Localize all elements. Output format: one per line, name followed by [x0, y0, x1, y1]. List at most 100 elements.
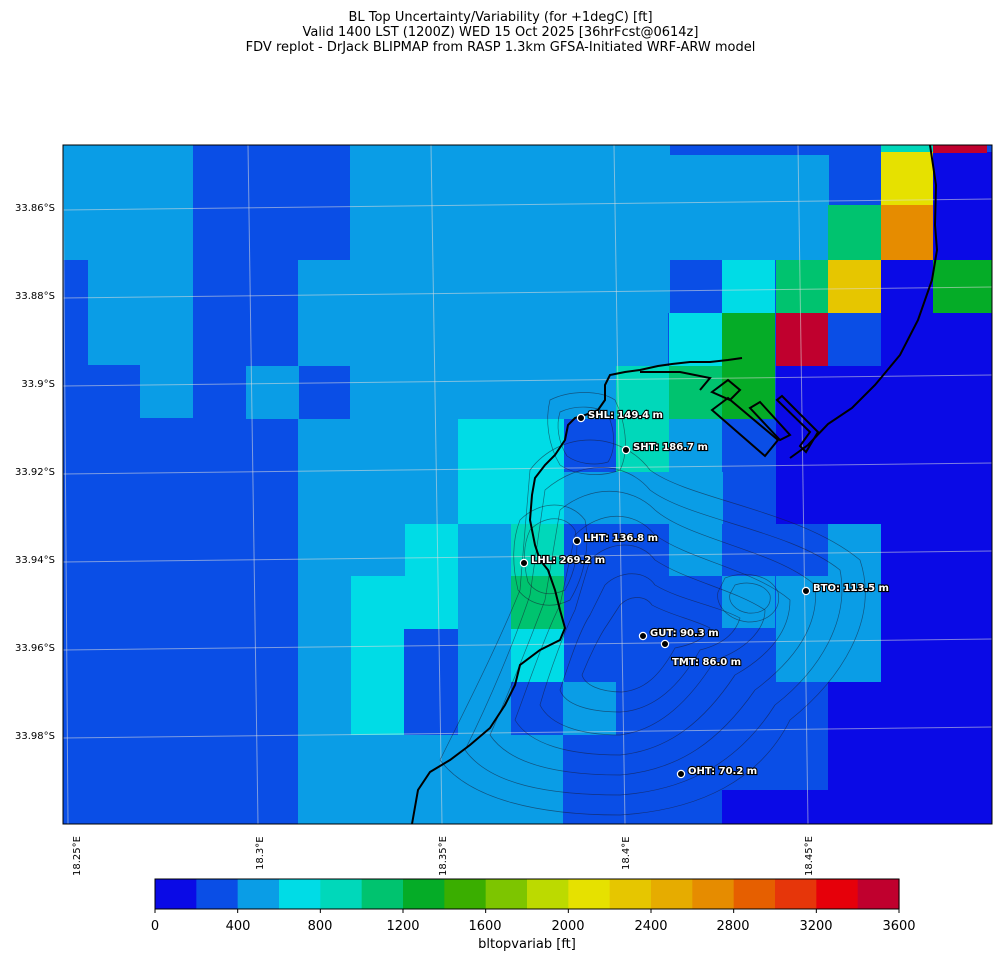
colorbar-segment [155, 879, 197, 909]
harbour-breakwater [748, 400, 792, 442]
colorbar-segment [775, 879, 817, 909]
chart-title-line-3: FDV replot - DrJack BLIPMAP from RASP 1.… [245, 40, 756, 55]
longitude-labels: 18.25°E 18.3°E 18.35°E 18.4°E 18.45°E [72, 836, 815, 876]
colorbar-segment [361, 879, 404, 909]
field-cell [458, 524, 511, 735]
colorbar-tick-label: 400 [226, 919, 251, 934]
contour-line [557, 406, 614, 465]
station-dot [801, 586, 811, 596]
field-cell [458, 419, 564, 524]
harbour-outline [710, 378, 742, 402]
station-dot [621, 445, 631, 455]
station-marker-oht[interactable]: OHT: 70.2 m [676, 765, 758, 779]
station-label-lht: LHT: 136.8 m [584, 533, 658, 544]
field-cell [351, 629, 404, 735]
field-cell [933, 145, 987, 153]
colorbar-tick-label: 0 [151, 919, 159, 934]
latitude-labels: 33.86°S 33.88°S 33.9°S 33.92°S 33.94°S 3… [15, 203, 55, 742]
coastline-path [789, 145, 939, 459]
station-dot [638, 631, 648, 641]
lat-label: 33.92°S [15, 467, 55, 478]
field-cell [722, 313, 775, 419]
contour-line [439, 439, 866, 816]
contour-line [547, 392, 626, 475]
field-cell [881, 260, 933, 313]
meridian-line [613, 145, 626, 824]
field-cell [881, 205, 933, 260]
contour-line [489, 491, 816, 776]
field-cell [298, 419, 458, 524]
colorbar-segment [237, 879, 280, 909]
contour-line [717, 573, 780, 623]
station-marker-sht[interactable]: SHT: 186.7 m [621, 441, 709, 455]
meridian-line [430, 145, 443, 824]
field-cell [298, 524, 405, 576]
station-label-shl: SHL: 149.4 m [588, 410, 663, 421]
station-marker-lht[interactable]: LHT: 136.8 m [572, 532, 659, 546]
colorbar-segment [651, 879, 693, 909]
colorbar-segment [692, 879, 735, 909]
field-cell [511, 629, 564, 682]
station-marker-tmt[interactable]: TMT: 86.0 m [660, 639, 742, 669]
station-dot [660, 639, 670, 649]
station-dot [576, 413, 586, 423]
colorbar-tick-label: 3600 [882, 919, 915, 934]
station-layer: SHL: 149.4 m SHT: 186.7 m LHT: 136.8 m L… [519, 409, 890, 779]
field-cell [669, 313, 722, 366]
field-cell [828, 205, 881, 260]
contour-line [559, 573, 741, 713]
field-cell [933, 260, 992, 313]
lon-label: 18.25°E [72, 836, 83, 876]
meridian-line [247, 145, 259, 824]
field-cell [298, 576, 351, 824]
station-marker-bto[interactable]: BTO: 113.5 m [801, 582, 890, 596]
station-marker-gut[interactable]: GUT: 90.3 m [638, 627, 720, 641]
colorbar-tick-label: 1200 [386, 919, 419, 934]
station-dot [676, 769, 686, 779]
station-label-lhl: LHL: 269.2 m [531, 555, 605, 566]
contour-line [513, 504, 588, 606]
colorbar-segment [279, 879, 321, 909]
station-dot [572, 536, 582, 546]
harbour-edge [640, 371, 712, 391]
parallel-line [63, 462, 992, 475]
contour-line [514, 516, 791, 756]
field-cell [828, 524, 881, 576]
station-label-gut: GUT: 90.3 m [650, 628, 719, 639]
harbour-breakwater [775, 394, 820, 454]
parallel-line [63, 550, 992, 563]
field-cell [298, 313, 668, 366]
field-cell [298, 260, 670, 313]
field-cell [828, 682, 881, 824]
lat-label: 33.88°S [15, 291, 55, 302]
field-cell [776, 313, 828, 366]
station-marker-lhl[interactable]: LHL: 269.2 m [519, 554, 606, 568]
station-dot [519, 558, 529, 568]
field-cell [88, 260, 193, 365]
contour-line [729, 582, 771, 614]
colorbar-tick-label: 3200 [799, 919, 832, 934]
parallel-line [63, 198, 992, 211]
station-marker-shl[interactable]: SHL: 149.4 m [576, 409, 664, 423]
contour-line [581, 597, 711, 693]
station-label-tmt: TMT: 86.0 m [672, 657, 741, 668]
field-cell [405, 524, 458, 577]
field-cell [351, 576, 458, 629]
colorbar-segment [485, 879, 528, 909]
field-cell [63, 145, 193, 205]
field-cell [722, 790, 828, 824]
lon-label: 18.35°E [438, 836, 449, 876]
field-cell [351, 735, 563, 824]
colorbar-segment [733, 879, 776, 909]
field-cell [776, 260, 828, 313]
map-frame [62, 144, 993, 825]
colorbar-segment [196, 879, 239, 909]
coastline [411, 145, 939, 824]
field-cell [776, 366, 881, 524]
coastline-path [411, 357, 743, 824]
harbour-breakwater [710, 396, 780, 458]
lat-label: 33.98°S [15, 731, 55, 742]
field-cell [881, 152, 933, 205]
chart-title-line-2: Valid 1400 LST (1200Z) WED 15 Oct 2025 [… [302, 25, 699, 40]
lat-label: 33.94°S [15, 555, 55, 566]
